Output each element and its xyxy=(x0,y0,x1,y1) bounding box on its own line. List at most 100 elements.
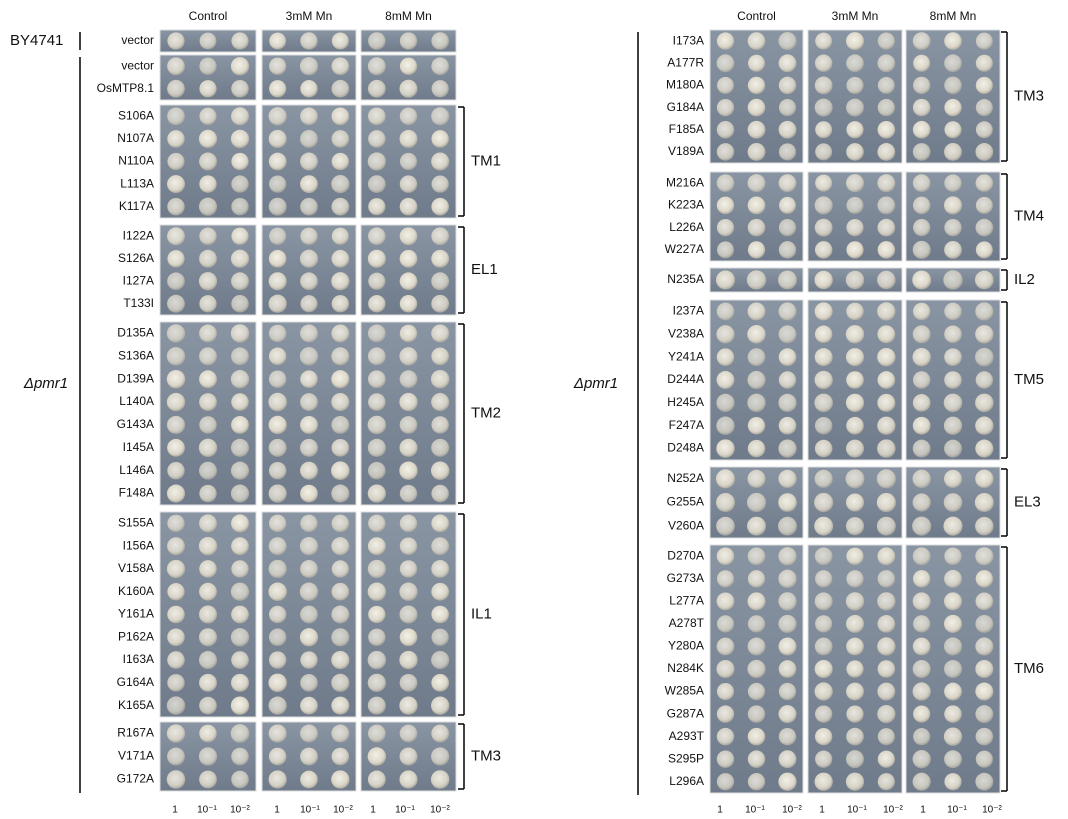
colony-spot xyxy=(167,770,186,789)
row-label: W285A xyxy=(665,684,704,698)
row-label: G255A xyxy=(667,495,704,509)
group-label: IL1 xyxy=(471,605,492,622)
colony-spot xyxy=(231,57,249,75)
colony-spot xyxy=(231,696,249,714)
colony-spot xyxy=(269,770,287,788)
colony-spot xyxy=(167,393,185,411)
colony-spot xyxy=(199,393,217,411)
colony-spot xyxy=(748,241,765,258)
colony-spot xyxy=(944,660,962,678)
row-label: D244A xyxy=(667,372,704,386)
row-label: T133I xyxy=(123,296,154,310)
colony-spot xyxy=(300,295,317,312)
colony-spot xyxy=(300,107,318,125)
colony-spot xyxy=(814,493,833,512)
colony-spot xyxy=(368,697,386,715)
row-label: vector xyxy=(121,58,154,72)
colony-spot xyxy=(716,469,735,488)
colony-spot xyxy=(717,143,735,161)
dilution-label: 10⁻¹ xyxy=(300,805,320,816)
colony-spot xyxy=(846,750,864,768)
colony-spot xyxy=(846,440,864,458)
dilution-label: 1 xyxy=(920,805,926,816)
colony-spot xyxy=(815,143,832,160)
colony-spot xyxy=(717,174,735,192)
colony-spot xyxy=(167,748,185,766)
colony-spot xyxy=(944,394,963,413)
colony-spot xyxy=(368,560,386,578)
colony-spot xyxy=(913,417,931,435)
colony-spot xyxy=(269,439,287,457)
colony-spot xyxy=(332,130,350,148)
colony-spot xyxy=(332,32,349,49)
colony-spot xyxy=(269,515,286,532)
colony-spot xyxy=(779,417,797,435)
colony-spot xyxy=(199,228,216,245)
colony-spot xyxy=(300,560,318,578)
colony-spot xyxy=(167,153,184,170)
colony-spot xyxy=(368,198,385,215)
colony-spot xyxy=(944,325,962,343)
colony-spot xyxy=(878,33,895,50)
group-label: TM5 xyxy=(1014,371,1044,388)
colony-spot xyxy=(332,515,349,532)
colony-spot xyxy=(778,32,796,50)
colony-spot xyxy=(199,108,216,125)
colony-spot xyxy=(368,725,386,743)
colony-spot xyxy=(877,219,895,237)
colony-spot xyxy=(400,370,418,388)
colony-spot xyxy=(368,537,386,555)
colony-spot xyxy=(368,80,386,98)
colony-spot xyxy=(368,583,386,601)
row-label: L226A xyxy=(669,220,704,234)
colony-spot xyxy=(199,130,217,148)
group-label: EL3 xyxy=(1014,493,1041,510)
colony-spot xyxy=(778,773,796,791)
colony-spot xyxy=(269,295,287,313)
colony-spot xyxy=(368,674,386,692)
colony-spot xyxy=(944,54,962,72)
row-label: A278T xyxy=(669,616,705,630)
colony-spot xyxy=(814,394,833,413)
colony-spot xyxy=(269,748,287,766)
colony-spot xyxy=(300,674,318,692)
colony-spot xyxy=(975,773,993,791)
row-label: P162A xyxy=(118,629,154,643)
dilution-label: 10⁻² xyxy=(430,805,450,816)
colony-spot xyxy=(199,153,217,171)
colony-spot xyxy=(748,683,765,700)
colony-spot xyxy=(717,570,734,587)
colony-spot xyxy=(913,773,931,791)
colony-spot xyxy=(944,303,962,321)
colony-spot xyxy=(231,416,249,434)
colony-spot xyxy=(368,57,386,75)
row-label: I163A xyxy=(123,652,154,666)
colony-spot xyxy=(231,32,248,49)
colony-spot xyxy=(331,651,349,669)
colony-spot xyxy=(913,325,931,343)
colony-spot xyxy=(300,198,318,216)
colony-spot xyxy=(400,485,417,502)
row-label: V171A xyxy=(118,749,154,763)
colony-spot xyxy=(368,250,386,268)
colony-spot xyxy=(300,57,318,75)
colony-spot xyxy=(331,628,349,646)
colony-spot xyxy=(167,32,184,49)
colony-spot xyxy=(199,295,216,312)
colony-spot xyxy=(400,58,417,75)
colony-spot xyxy=(747,394,765,412)
colony-spot xyxy=(779,371,796,388)
colony-spot xyxy=(815,219,833,237)
dilution-label: 10⁻¹ xyxy=(947,805,967,816)
colony-spot xyxy=(300,416,318,434)
colony-spot xyxy=(877,174,895,192)
colony-spot xyxy=(778,439,796,457)
colony-spot xyxy=(431,32,449,50)
colony-spot xyxy=(778,570,796,588)
colony-spot xyxy=(400,130,418,148)
colony-spot xyxy=(779,174,797,192)
row-label: I122A xyxy=(123,228,154,242)
colony-spot xyxy=(199,747,217,765)
colony-spot xyxy=(431,725,449,743)
row-label: A293T xyxy=(669,729,705,743)
